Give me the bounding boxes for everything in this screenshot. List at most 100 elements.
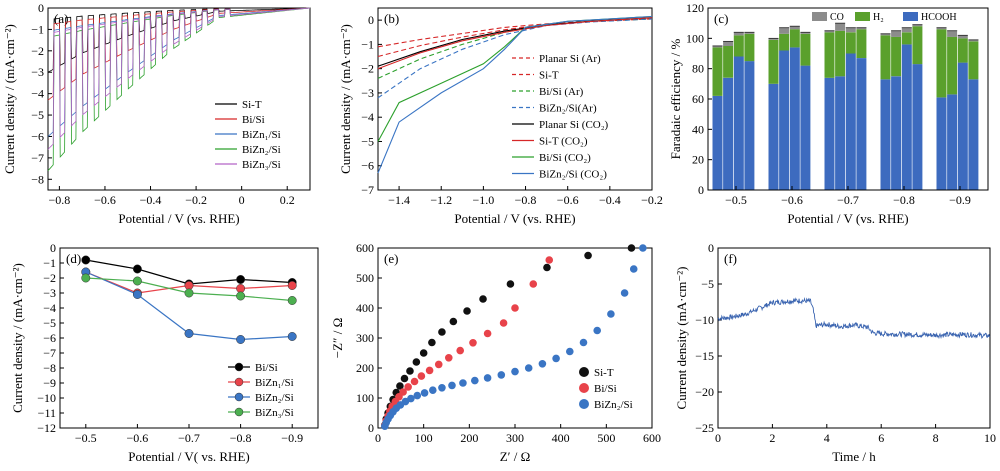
point-e-1-18 xyxy=(511,304,519,312)
bar-CO-2-0 xyxy=(824,30,835,33)
legend-label-d-0: Bi/Si xyxy=(255,362,278,374)
point-e-2-9 xyxy=(413,391,422,400)
y-tick-label-d-9: −9 xyxy=(43,376,56,390)
x-tick-label-c-1: −0.6 xyxy=(781,193,803,207)
series-line-b-7 xyxy=(377,15,653,174)
bar-HCOOH-3-1 xyxy=(891,76,902,191)
point-e-1-8 xyxy=(404,383,412,391)
axes-frame-f xyxy=(717,247,991,429)
legend-label-c-0: CO xyxy=(830,12,844,23)
point-e-1-19 xyxy=(529,280,538,288)
point-e-2-16 xyxy=(483,374,492,382)
point-d-3-2 xyxy=(184,288,194,298)
bar-H₂-2-3 xyxy=(856,29,867,58)
x-tick-label-a-2: −0.4 xyxy=(140,193,162,207)
point-e-0-9 xyxy=(412,358,421,366)
bar-CO-3-0 xyxy=(880,33,891,36)
legend-marker-d-0 xyxy=(234,362,244,372)
y-tick-label-f-3: −15 xyxy=(695,349,714,363)
y-tick-label-c-0: 0 xyxy=(698,183,704,197)
point-e-0-14 xyxy=(463,307,471,315)
x-tick-label-b-5: −0.4 xyxy=(599,193,621,207)
y-tick-label-b-1: −1 xyxy=(361,37,374,51)
bar-CO-3-2 xyxy=(901,27,912,33)
legend-label-b-1: Si-T xyxy=(539,70,559,82)
y-tick-label-d-5: −5 xyxy=(43,316,56,330)
point-e-1-9 xyxy=(410,377,419,386)
point-d-0-3 xyxy=(236,275,246,284)
x-axis-label-f: Time / h xyxy=(832,449,876,464)
bar-CO-1-1 xyxy=(779,27,790,34)
x-tick-label-f-2: 4 xyxy=(824,431,830,445)
bar-CO-0-1 xyxy=(723,41,734,46)
x-tick-label-a-1: −0.6 xyxy=(94,193,116,207)
x-tick-label-c-0: −0.5 xyxy=(725,193,747,207)
y-tick-label-c-6: 120 xyxy=(686,1,704,15)
legend-label-b-7: BiZn₂/Si (CO₂) xyxy=(539,169,607,181)
legend-label-d-2: BiZn₂/Si xyxy=(255,392,294,404)
y-tick-label-d-12: −12 xyxy=(37,421,56,435)
panel-label-c: (c) xyxy=(714,11,728,26)
x-axis-label-c: Potential / V (vs. RHE) xyxy=(787,211,908,226)
x-tick-label-f-5: 10 xyxy=(984,431,996,445)
series-line-b-6 xyxy=(377,15,653,142)
x-tick-label-d-4: −0.9 xyxy=(281,431,303,445)
legend-label-a-4: BiZn₃/Si xyxy=(242,159,281,171)
bar-HCOOH-0-0 xyxy=(712,96,723,190)
point-e-2-11 xyxy=(429,386,437,395)
bar-CO-4-3 xyxy=(968,39,979,42)
series-line-b-4 xyxy=(377,17,653,67)
legend-label-b-5: Si-T (CO₂) xyxy=(539,136,588,148)
y-axis-label-c: Faradaic efficiency / % xyxy=(668,38,683,159)
y-axis-label-b: Current density / (mA·cm⁻²) xyxy=(338,24,353,174)
point-d-3-4 xyxy=(287,296,297,305)
bar-CO-3-1 xyxy=(891,30,902,37)
legend-label-b-4: Planar Si (CO₂) xyxy=(539,119,609,131)
point-e-2-13 xyxy=(448,381,456,390)
bar-CO-2-1 xyxy=(835,23,846,31)
point-d-3-1 xyxy=(132,276,142,286)
axes-frame-a xyxy=(47,7,311,191)
y-tick-label-e-2: 200 xyxy=(356,361,374,375)
legend-label-b-3: BiZn₂/Si(Ar) xyxy=(539,103,597,115)
series-line-a-0 xyxy=(47,7,310,73)
bar-HCOOH-3-3 xyxy=(912,64,923,190)
y-tick-label-b-0: 0 xyxy=(368,13,374,27)
x-tick-label-b-1: −1.2 xyxy=(430,193,452,207)
y-tick-label-c-2: 40 xyxy=(692,122,704,136)
x-tick-label-a-5: 0.2 xyxy=(280,193,295,207)
x-tick-label-a-4: 0 xyxy=(239,193,245,207)
series-line-b-1 xyxy=(377,18,653,58)
legend-label-d-3: BiZn₃/Si xyxy=(255,407,294,419)
point-d-2-4 xyxy=(287,332,297,341)
bar-HCOOH-4-1 xyxy=(947,94,958,190)
legend-label-b-2: Bi/Si (Ar) xyxy=(539,86,584,98)
point-e-1-16 xyxy=(483,329,492,338)
x-tick-label-b-4: −0.6 xyxy=(557,193,579,207)
bar-CO-2-2 xyxy=(845,27,856,33)
bar-H₂-1-3 xyxy=(800,33,811,66)
y-tick-label-b-6: −6 xyxy=(361,159,374,173)
bar-HCOOH-3-2 xyxy=(901,44,912,191)
point-e-0-13 xyxy=(449,317,458,326)
bar-H₂-2-1 xyxy=(835,30,846,77)
point-e-2-26 xyxy=(620,289,629,297)
bar-H₂-3-1 xyxy=(891,36,902,77)
y-tick-label-d-1: −1 xyxy=(43,256,56,270)
bar-HCOOH-4-3 xyxy=(968,79,979,190)
legend-label-b-6: Bi/Si (CO₂) xyxy=(539,152,591,164)
legend-label-e-1: Bi/Si xyxy=(594,383,617,395)
y-tick-label-f-2: −10 xyxy=(695,313,714,327)
x-axis-label-d: Potential / V( vs. RHE) xyxy=(128,449,249,464)
bar-HCOOH-1-3 xyxy=(800,65,811,190)
legend-swatch-c-2 xyxy=(903,12,918,21)
x-tick-label-b-0: −1.4 xyxy=(388,193,410,207)
axes-frame-b xyxy=(377,7,653,191)
y-tick-label-a-1: −1 xyxy=(31,22,44,36)
bar-H₂-3-3 xyxy=(912,26,923,65)
point-e-0-16 xyxy=(506,280,515,288)
y-tick-label-a-6: −6 xyxy=(31,129,44,143)
point-e-2-14 xyxy=(459,379,467,387)
point-e-1-7 xyxy=(399,388,407,396)
